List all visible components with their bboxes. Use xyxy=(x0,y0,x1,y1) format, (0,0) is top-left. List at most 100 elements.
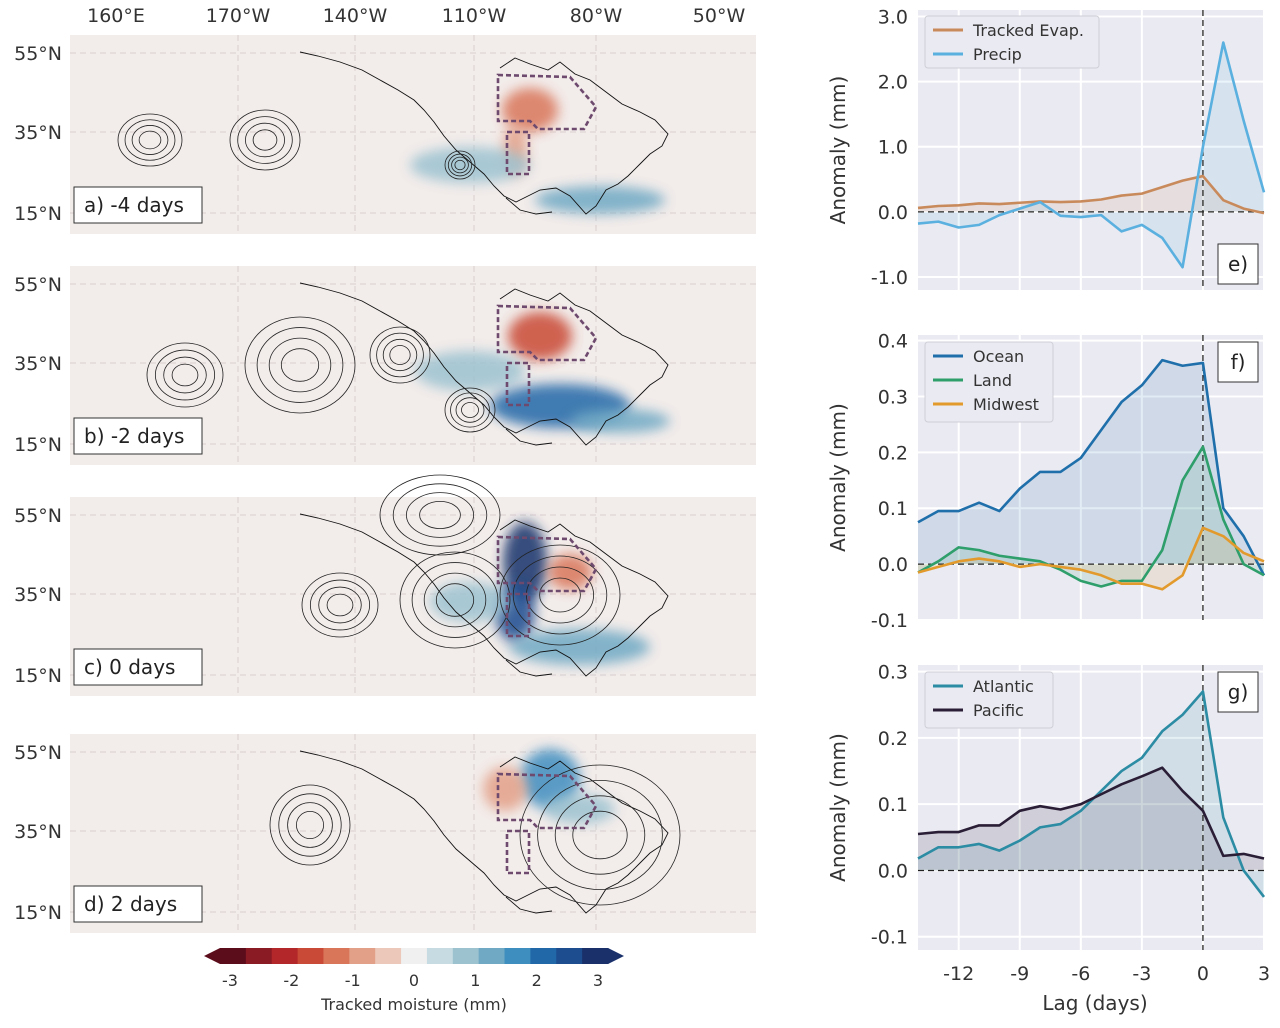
lon-label: 80°W xyxy=(570,5,623,27)
lat-label: 15°N xyxy=(14,902,62,924)
pressure-contour xyxy=(268,337,332,393)
colorbar-extend-high xyxy=(608,948,624,964)
pressure-contour xyxy=(309,579,371,631)
lat-label: 35°N xyxy=(14,353,62,375)
series-line xyxy=(917,358,1266,576)
pressure-contour xyxy=(131,125,169,155)
series-line xyxy=(917,526,1265,591)
y-tick-label: 2.0 xyxy=(878,72,908,94)
y-tick-label: -1.0 xyxy=(871,267,908,289)
colorbar-tick-label: -1 xyxy=(345,971,361,990)
source-region-box xyxy=(505,829,531,875)
panel-label: g) xyxy=(1228,680,1249,704)
legend-label: Atlantic xyxy=(973,677,1034,696)
pressure-contour xyxy=(171,363,199,387)
series-line xyxy=(917,41,1266,269)
pressure-contour xyxy=(252,129,278,151)
pressure-contour xyxy=(318,586,362,624)
colorbar-tick-label: 1 xyxy=(470,971,480,990)
pressure-contour xyxy=(287,802,333,848)
y-tick-label: 0.2 xyxy=(878,442,908,464)
moisture-anomaly-blob xyxy=(483,767,527,811)
colorbar-swatch xyxy=(530,948,557,964)
pressure-contour xyxy=(444,387,496,433)
x-tick-label: -6 xyxy=(1071,963,1090,985)
y-tick-label: 0.3 xyxy=(878,386,908,408)
pressure-contour xyxy=(369,326,431,384)
legend-box xyxy=(924,15,1100,69)
moisture-anomaly-blob xyxy=(502,88,558,132)
pressure-contour xyxy=(244,122,285,158)
pressure-contour xyxy=(229,109,301,171)
pressure-contour xyxy=(382,338,418,372)
panel-label-box xyxy=(73,417,203,455)
pressure-contour xyxy=(512,555,608,635)
x-axis-label: Lag (days) xyxy=(1042,991,1147,1015)
moisture-anomaly-blob xyxy=(430,582,510,622)
pressure-contour xyxy=(461,402,479,418)
lon-label: 110°W xyxy=(442,5,507,27)
pressure-contour xyxy=(399,551,511,649)
y-tick-label: 0.2 xyxy=(878,728,908,750)
lat-label: 15°N xyxy=(14,665,62,687)
pressure-contour xyxy=(379,474,501,556)
moisture-anomaly-blob xyxy=(508,312,572,360)
lon-label: 140°W xyxy=(323,5,388,27)
pressure-contour xyxy=(326,593,354,617)
pressure-contour xyxy=(444,150,476,180)
colorbar-label: Tracked moisture (mm) xyxy=(320,995,507,1014)
legend-label: Tracked Evap. xyxy=(972,21,1084,40)
x-tick-label: -9 xyxy=(1010,963,1029,985)
y-tick-label: 0.0 xyxy=(878,554,908,576)
series-line xyxy=(917,766,1265,860)
y-tick-label: 0.1 xyxy=(878,498,908,520)
moisture-anomaly-blob xyxy=(510,629,650,665)
source-region-box xyxy=(505,361,531,407)
pressure-contour xyxy=(447,153,473,177)
lat-label: 55°N xyxy=(14,43,62,65)
panel-label: a) -4 days xyxy=(84,193,184,217)
colorbar: -3 -2 -1 0 1 2 3 Tracked moisture (mm) xyxy=(204,948,624,1014)
series-fill xyxy=(918,767,1264,871)
panel-label-box xyxy=(1217,243,1259,285)
legend-label: Midwest xyxy=(973,395,1039,414)
coastline xyxy=(299,51,669,215)
legend-label: Precip xyxy=(973,45,1022,64)
colorbar-swatch xyxy=(478,948,506,964)
panel-label-box xyxy=(73,885,203,923)
lat-label: 15°N xyxy=(14,203,62,225)
x-tick-label: 3 xyxy=(1258,963,1270,985)
x-tick-label: -12 xyxy=(943,963,974,985)
pressure-contour xyxy=(451,156,469,174)
y-tick-label: -0.1 xyxy=(871,610,908,632)
pressure-contour xyxy=(278,793,342,857)
pressure-contour xyxy=(256,327,344,403)
pressure-contour xyxy=(154,349,216,401)
longitude-labels: 160°E 170°W 140°W 110°W 80°W 50°W xyxy=(87,5,745,27)
map-panels: 55°N 35°N 15°N a) -4 days 55°N 35°N 15°N b) -2 … xyxy=(14,35,756,933)
lat-label: 35°N xyxy=(14,821,62,843)
pressure-contour xyxy=(117,113,183,167)
pressure-contour xyxy=(138,130,162,150)
pressure-contour xyxy=(237,116,293,164)
panel-label: f) xyxy=(1231,350,1246,374)
panel-label: c) 0 days xyxy=(84,655,175,679)
legend-box xyxy=(924,341,1054,423)
source-region-box xyxy=(505,130,531,176)
panel-label-box xyxy=(1217,341,1259,383)
colorbar-swatch xyxy=(556,948,583,964)
colorbar-swatch xyxy=(245,948,273,964)
map-panel: 55°N 35°N 15°N c) 0 days xyxy=(14,474,756,696)
colorbar-swatch xyxy=(349,948,376,964)
pressure-contour xyxy=(411,562,499,638)
lon-label: 50°W xyxy=(693,5,746,27)
pressure-contour xyxy=(554,795,646,875)
y-axis-label: Anomaly (mm) xyxy=(826,76,850,225)
pressure-contour xyxy=(419,500,461,529)
series-line xyxy=(917,690,1266,898)
y-tick-label: 0.1 xyxy=(878,794,908,816)
lat-label: 55°N xyxy=(14,742,62,764)
pressure-contour xyxy=(295,811,324,840)
coastline xyxy=(299,513,669,677)
moisture-anomaly-blob xyxy=(548,554,592,590)
